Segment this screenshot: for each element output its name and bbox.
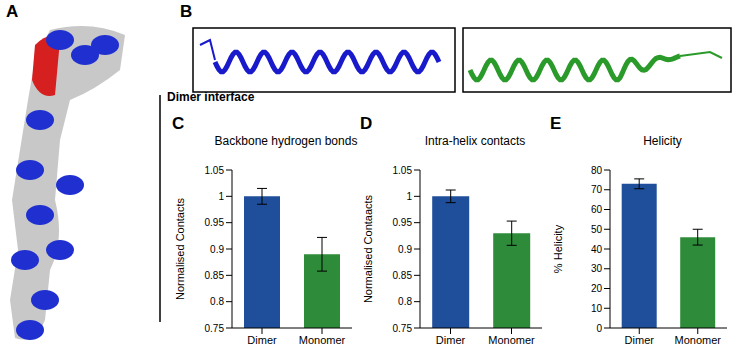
svg-text:1: 1 [218, 191, 224, 202]
svg-text:% Helicity: % Helicity [552, 224, 564, 273]
svg-text:Monomer: Monomer [675, 334, 722, 346]
svg-text:40: 40 [591, 244, 603, 255]
svg-text:0.95: 0.95 [205, 217, 225, 228]
svg-text:0.95: 0.95 [393, 217, 413, 228]
svg-text:Dimer: Dimer [436, 334, 466, 346]
svg-text:1: 1 [406, 191, 412, 202]
svg-text:Monomer: Monomer [299, 334, 346, 346]
svg-text:0.75: 0.75 [393, 323, 413, 334]
svg-text:0.85: 0.85 [205, 270, 225, 281]
svg-text:0.9: 0.9 [210, 244, 224, 255]
svg-text:1.05: 1.05 [205, 165, 225, 176]
svg-text:Dimer: Dimer [625, 334, 655, 346]
svg-text:10: 10 [591, 303, 603, 314]
svg-text:30: 30 [591, 263, 603, 274]
html-text:E: E [550, 114, 562, 133]
html-text:C: C [172, 114, 185, 133]
svg-text:0.75: 0.75 [205, 323, 225, 334]
svg-text:0: 0 [596, 323, 602, 334]
svg-text:20: 20 [591, 283, 603, 294]
svg-text:70: 70 [591, 184, 603, 195]
svg-text:Dimer: Dimer [247, 334, 277, 346]
html-text:D: D [360, 114, 373, 133]
svg-text:0.8: 0.8 [398, 296, 412, 307]
svg-text:80: 80 [591, 165, 603, 176]
svg-text:50: 50 [591, 224, 603, 235]
svg-text:1.05: 1.05 [393, 165, 413, 176]
svg-text:60: 60 [591, 204, 603, 215]
svg-text:Monomer: Monomer [488, 334, 535, 346]
html-text:Backbone hydrogen bonds: Backbone hydrogen bonds [214, 134, 358, 148]
html-text:Helicity: Helicity [643, 134, 682, 148]
svg-text:0.8: 0.8 [210, 296, 224, 307]
svg-text:Normalised Contaacts: Normalised Contaacts [362, 194, 374, 303]
svg-text:0.9: 0.9 [398, 244, 412, 255]
html-text:Intra-helix contacts: Intra-helix contacts [424, 134, 526, 148]
svg-text:Normalised Contacts: Normalised Contacts [174, 197, 186, 300]
html-text:Dimer interface: Dimer interface [167, 90, 255, 104]
svg-text:0.85: 0.85 [393, 270, 413, 281]
html-text:A: A [6, 2, 19, 21]
html-text:B: B [180, 2, 193, 21]
